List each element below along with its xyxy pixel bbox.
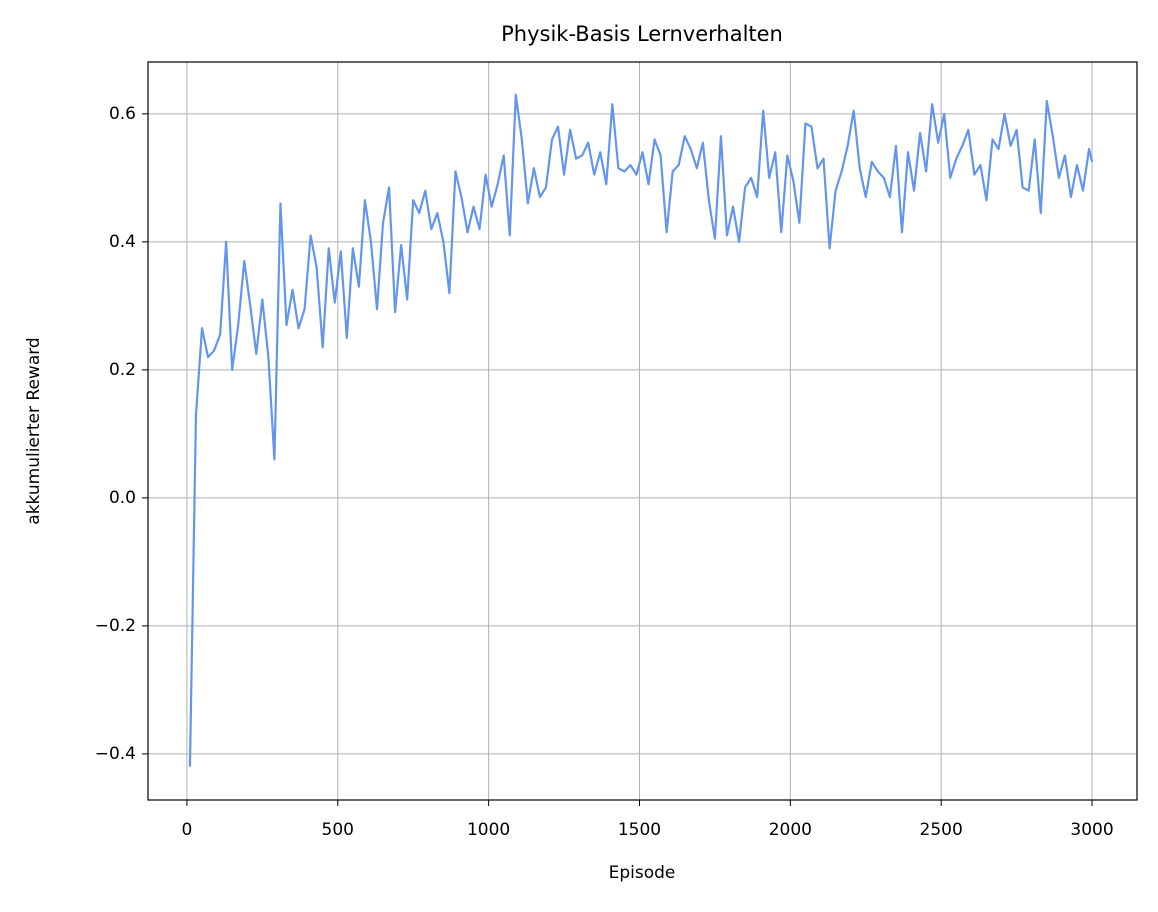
x-tick-label: 2500 — [920, 820, 963, 840]
x-tick-label: 500 — [322, 820, 354, 840]
y-tick-label: 0.6 — [109, 104, 136, 124]
y-tick-label: 0.2 — [109, 360, 136, 380]
chart-title: Physik-Basis Lernverhalten — [501, 22, 783, 46]
data-line — [188, 93, 1094, 767]
y-tick-label: 0.4 — [109, 232, 136, 252]
x-tick-label: 3000 — [1070, 820, 1113, 840]
y-tick-label: 0.0 — [109, 488, 136, 508]
y-axis-label: akkumulierter Reward — [24, 337, 44, 524]
x-axis-label: Episode — [609, 863, 676, 883]
y-tick-label: −0.4 — [95, 744, 136, 764]
y-tick-label: −0.2 — [95, 616, 136, 636]
plot-frame — [147, 61, 1138, 801]
x-tick-label: 1500 — [618, 820, 661, 840]
x-tick-label: 0 — [182, 820, 193, 840]
x-tick-label: 2000 — [769, 820, 812, 840]
x-tick-label: 1000 — [467, 820, 510, 840]
